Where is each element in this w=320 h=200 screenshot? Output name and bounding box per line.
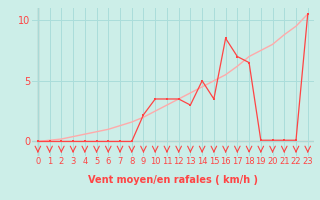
Text: 9: 9 [141, 157, 146, 166]
Text: 20: 20 [267, 157, 278, 166]
X-axis label: Vent moyen/en rafales ( km/h ): Vent moyen/en rafales ( km/h ) [88, 175, 258, 185]
Text: 4: 4 [82, 157, 87, 166]
Text: 15: 15 [209, 157, 219, 166]
Text: 7: 7 [117, 157, 123, 166]
Text: 11: 11 [162, 157, 172, 166]
Text: 0: 0 [35, 157, 41, 166]
Text: 1: 1 [47, 157, 52, 166]
Text: 19: 19 [256, 157, 266, 166]
Text: 8: 8 [129, 157, 134, 166]
Text: 5: 5 [94, 157, 99, 166]
Text: 16: 16 [220, 157, 231, 166]
Text: 2: 2 [59, 157, 64, 166]
Text: 21: 21 [279, 157, 290, 166]
Text: 13: 13 [185, 157, 196, 166]
Text: 6: 6 [106, 157, 111, 166]
Text: 14: 14 [197, 157, 207, 166]
Text: 22: 22 [291, 157, 301, 166]
Text: 10: 10 [150, 157, 160, 166]
Text: 12: 12 [173, 157, 184, 166]
Text: 3: 3 [70, 157, 76, 166]
Text: 18: 18 [244, 157, 254, 166]
Text: 17: 17 [232, 157, 243, 166]
Text: 23: 23 [302, 157, 313, 166]
